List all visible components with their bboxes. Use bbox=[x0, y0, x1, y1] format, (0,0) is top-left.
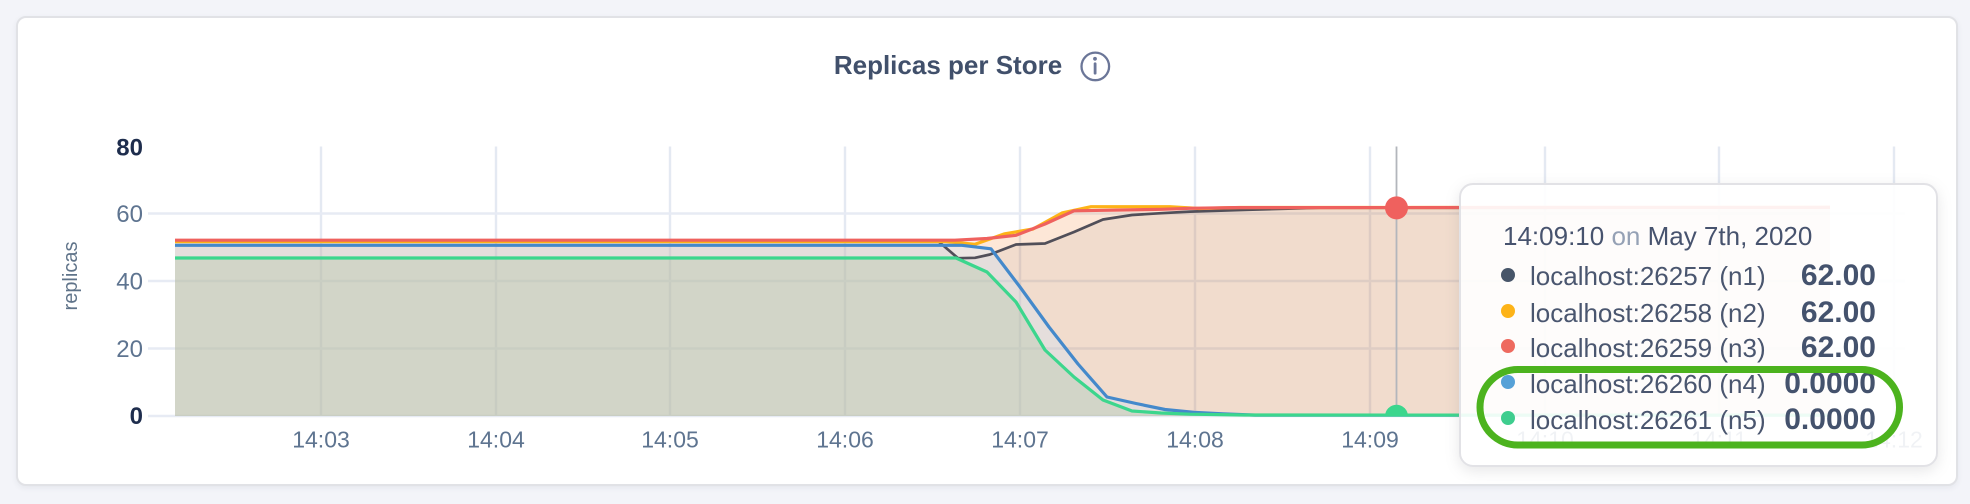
svg-text:14:05: 14:05 bbox=[641, 427, 699, 453]
svg-text:Replicas per Store: Replicas per Store bbox=[834, 50, 1062, 80]
svg-text:0: 0 bbox=[130, 403, 143, 430]
svg-text:40: 40 bbox=[116, 269, 143, 296]
svg-text:14:08: 14:08 bbox=[1166, 427, 1224, 453]
svg-text:14:09: 14:09 bbox=[1341, 427, 1399, 453]
svg-text:80: 80 bbox=[116, 135, 143, 162]
svg-text:replicas: replicas bbox=[60, 242, 82, 311]
svg-text:14:03: 14:03 bbox=[292, 427, 350, 453]
svg-text:60: 60 bbox=[116, 201, 143, 228]
svg-text:14:04: 14:04 bbox=[467, 427, 525, 453]
svg-text:20: 20 bbox=[116, 336, 143, 363]
svg-text:14:07: 14:07 bbox=[991, 427, 1049, 453]
svg-text:14:06: 14:06 bbox=[816, 427, 874, 453]
